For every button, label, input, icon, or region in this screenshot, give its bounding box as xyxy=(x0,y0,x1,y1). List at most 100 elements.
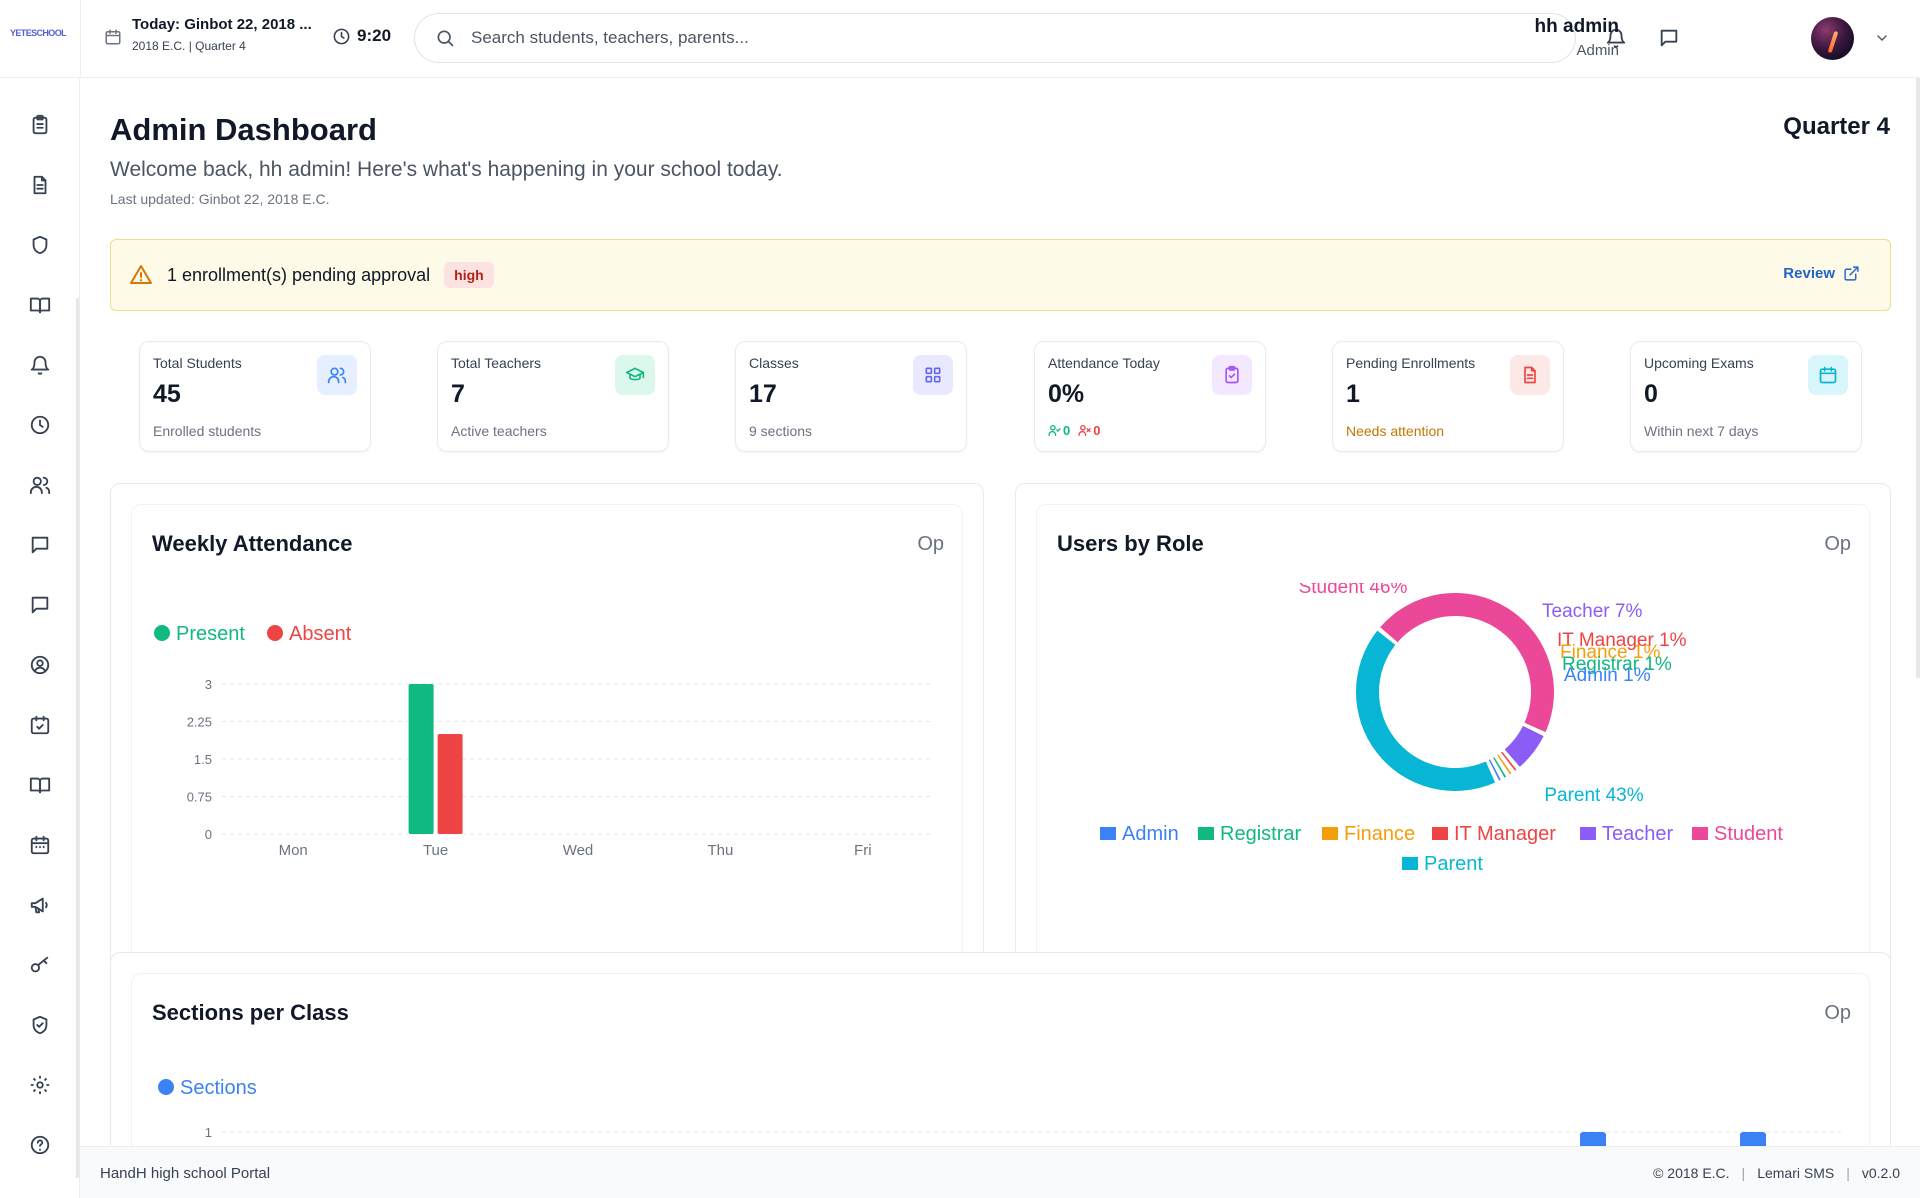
stat-value: 17 xyxy=(749,380,777,408)
x-tick-label: Thu xyxy=(707,842,733,859)
footer: HandH high school Portal © 2018 E.C. | L… xyxy=(80,1146,1920,1198)
sidebar-item-chat[interactable] xyxy=(26,591,54,619)
legend-swatch xyxy=(1580,827,1596,840)
review-link[interactable]: Review xyxy=(1783,265,1860,282)
sidebar-scrollbar[interactable] xyxy=(76,298,79,1178)
stat-card-pending-enrollments[interactable]: Pending Enrollments 1 Needs attention xyxy=(1332,341,1564,452)
app-logo[interactable]: YETESCHOOL xyxy=(10,28,67,38)
card-title: Weekly Attendance xyxy=(152,531,353,556)
sidebar-item-history[interactable] xyxy=(26,411,54,439)
legend-marker xyxy=(154,625,170,641)
card-title: Sections per Class xyxy=(152,1000,349,1025)
stat-note: Needs attention xyxy=(1346,423,1445,439)
user-role: Admin xyxy=(1576,42,1619,59)
sidebar-item-notifications[interactable] xyxy=(26,351,54,379)
absent-count: 0 xyxy=(1093,423,1101,438)
legend-label: IT Manager xyxy=(1454,823,1556,845)
stat-label: Attendance Today xyxy=(1048,355,1160,371)
search-input[interactable] xyxy=(471,28,1471,48)
sidebar-item-help[interactable] xyxy=(26,1131,54,1159)
weekly-attendance-chart: Present Absent 0 0.75 1.5 2.25 3 Mon Tue Wed Thu Fr… xyxy=(154,623,934,859)
chevron-down-icon[interactable] xyxy=(1874,30,1890,46)
user-name[interactable]: hh admin xyxy=(1534,16,1619,37)
clock: 9:20 xyxy=(332,26,391,46)
sidebar-item-courses[interactable] xyxy=(26,771,54,799)
message-icon[interactable] xyxy=(1658,27,1680,49)
page-scrollbar[interactable] xyxy=(1916,78,1920,678)
shield-icon xyxy=(29,234,51,256)
top-bar: YETESCHOOL Today: Ginbot 22, 2018 ... 20… xyxy=(0,0,1920,78)
book-icon xyxy=(29,774,51,796)
sidebar-item-library[interactable] xyxy=(26,291,54,319)
search-bar[interactable] xyxy=(414,13,1576,63)
legend-marker xyxy=(158,1079,174,1095)
portal-name: HandH high school Portal xyxy=(100,1165,271,1182)
legend-label: Parent xyxy=(1424,853,1483,875)
sidebar-item-profile[interactable] xyxy=(26,651,54,679)
separator: | xyxy=(1741,1165,1746,1181)
clock-icon xyxy=(332,27,351,46)
x-tick-label: Fri xyxy=(854,842,872,859)
legend-label: Student xyxy=(1714,823,1783,845)
slice-teacher xyxy=(1504,725,1544,767)
stat-card-students[interactable]: Total Students 45 Enrolled students xyxy=(139,341,371,452)
sidebar-item-settings[interactable] xyxy=(26,1071,54,1099)
stat-card-teachers[interactable]: Total Teachers 7 Active teachers xyxy=(437,341,669,452)
slice-label: Registrar 1% xyxy=(1562,654,1672,675)
users-icon xyxy=(29,474,51,496)
avatar[interactable] xyxy=(1811,17,1854,60)
stat-value: 7 xyxy=(451,380,465,408)
stat-card-classes[interactable]: Classes 17 9 sections xyxy=(735,341,967,452)
bell-icon[interactable] xyxy=(1605,27,1627,49)
x-tick-label: Tue xyxy=(423,842,448,859)
sidebar-item-documents[interactable] xyxy=(26,171,54,199)
slice-admin xyxy=(1488,759,1501,781)
x-tick-label: Mon xyxy=(279,842,308,859)
calendar-icon xyxy=(1808,355,1848,395)
stat-note: Active teachers xyxy=(451,423,547,439)
document-icon xyxy=(29,174,51,196)
slice-student xyxy=(1380,593,1554,733)
slice-label: Admin 1% xyxy=(1564,665,1651,686)
vendor-name: Lemari SMS xyxy=(1757,1165,1835,1181)
sidebar-item-security[interactable] xyxy=(26,231,54,259)
footer-meta: © 2018 E.C. | Lemari SMS | v0.2.0 xyxy=(1653,1165,1900,1181)
sections-per-class-card: Sections per Class Op Sections 1 xyxy=(110,952,1891,1146)
copyright: © 2018 E.C. xyxy=(1653,1165,1730,1181)
shield-check-icon xyxy=(29,1014,51,1036)
stat-label: Pending Enrollments xyxy=(1346,355,1476,371)
sidebar-item-users[interactable] xyxy=(26,471,54,499)
stat-note: 9 sections xyxy=(749,423,813,439)
sidebar-item-clipboard[interactable] xyxy=(26,111,54,139)
stat-value: 45 xyxy=(153,380,181,408)
sidebar-item-permissions[interactable] xyxy=(26,1011,54,1039)
sidebar-item-announcements[interactable] xyxy=(26,891,54,919)
date-info: Today: Ginbot 22, 2018 ... 2018 E.C. | Q… xyxy=(104,16,312,53)
y-tick-label: 1 xyxy=(205,1125,212,1140)
bar-absent-tue xyxy=(437,734,463,834)
stat-note: Enrolled students xyxy=(153,423,262,439)
stat-card-upcoming-exams[interactable]: Upcoming Exams 0 Within next 7 days xyxy=(1630,341,1862,452)
sidebar-item-calendar[interactable] xyxy=(26,831,54,859)
bar-present-tue xyxy=(408,684,434,834)
sidebar-item-messages[interactable] xyxy=(26,531,54,559)
legend-label: Absent xyxy=(289,623,352,645)
stat-card-attendance[interactable]: Attendance Today 0% 0 0 xyxy=(1034,341,1266,452)
gear-icon xyxy=(29,1074,51,1096)
sidebar-item-access-keys[interactable] xyxy=(26,951,54,979)
card-options[interactable]: Op xyxy=(917,533,944,555)
sections-per-class-panel: Sections per Class Op Sections 1 xyxy=(131,973,1870,1146)
slice-finance xyxy=(1497,754,1512,775)
pending-alert: 1 enrollment(s) pending approval high Re… xyxy=(110,239,1891,311)
slice-label: Student 46% xyxy=(1299,583,1408,598)
legend-label: Finance xyxy=(1344,823,1415,845)
card-options[interactable]: Op xyxy=(1824,533,1851,555)
sidebar-item-attendance[interactable] xyxy=(26,711,54,739)
card-options[interactable]: Op xyxy=(1824,1002,1851,1024)
sidebar xyxy=(0,78,80,1198)
stat-note: Within next 7 days xyxy=(1644,423,1759,439)
grid-icon xyxy=(913,355,953,395)
slice-parent xyxy=(1356,630,1496,791)
page-title: Admin Dashboard xyxy=(110,112,377,147)
graduation-cap-icon xyxy=(615,355,655,395)
